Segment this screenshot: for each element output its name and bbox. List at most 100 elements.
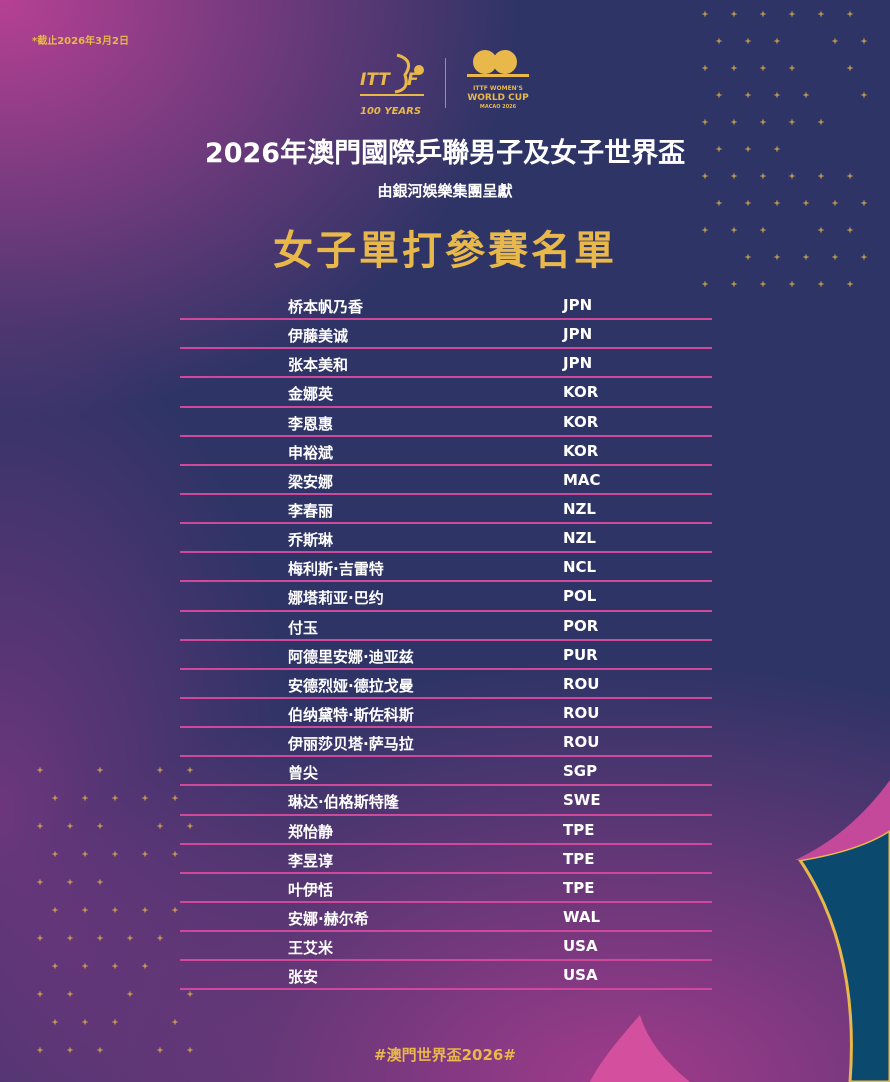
sparkle-icon (127, 935, 134, 942)
player-name: 伊藤美诚 (288, 325, 348, 346)
sparkle-icon (67, 823, 74, 830)
player-name: 阿德里安娜·迪亚兹 (288, 646, 414, 667)
logo-divider (445, 58, 446, 108)
sparkle-icon (803, 92, 810, 99)
svg-text:ITTF WOMEN'S: ITTF WOMEN'S (473, 85, 523, 92)
sparkle-icon (789, 173, 796, 180)
country-code: MAC (563, 471, 601, 489)
ittf-100-years-logo: ITT F 100 YEARS (360, 55, 424, 117)
sparkle-icon (774, 38, 781, 45)
sparkle-icon (847, 11, 854, 18)
country-code: KOR (563, 442, 598, 460)
player-row: 张安 USA (180, 961, 712, 990)
player-row: 曾尖 SGP (180, 757, 712, 786)
country-code: SWE (563, 791, 601, 809)
player-name: 桥本帆乃香 (288, 296, 363, 317)
sparkle-icon (789, 281, 796, 288)
player-name: 伯纳黛特·斯佐科斯 (288, 704, 414, 725)
player-name: 梅利斯·吉雷特 (288, 558, 384, 579)
sparkle-icon (97, 767, 104, 774)
player-row: 伊丽莎贝塔·萨马拉 ROU (180, 728, 712, 757)
sparkle-icon (82, 795, 89, 802)
sparkle-icon (789, 11, 796, 18)
sparkle-icon (67, 935, 74, 942)
country-code: TPE (563, 879, 594, 897)
player-row: 郑怡静 TPE (180, 816, 712, 845)
player-row: 娜塔莉亚·巴约 POL (180, 582, 712, 611)
sparkle-icon (702, 281, 709, 288)
country-code: NZL (563, 529, 596, 547)
sparkle-icon (847, 65, 854, 72)
sparkle-icon (861, 92, 868, 99)
sparkle-icon (67, 879, 74, 886)
country-code: TPE (563, 850, 594, 868)
player-row: 安娜·赫尔希 WAL (180, 903, 712, 932)
womens-singles-title: 女子單打參賽名單 (0, 218, 890, 276)
sparkle-icon (37, 879, 44, 886)
sparkle-icon (760, 119, 767, 126)
sparkle-icon (157, 767, 164, 774)
sparkle-icon (789, 65, 796, 72)
player-row: 李春丽 NZL (180, 495, 712, 524)
sparkle-icon (52, 963, 59, 970)
sparkle-icon (702, 119, 709, 126)
sparkle-icon (702, 11, 709, 18)
logos: ITT F 100 YEARS ITTF WOMEN'S WORLD CUP M… (355, 40, 535, 122)
player-name: 李恩惠 (288, 413, 333, 434)
sparkle-icon (82, 851, 89, 858)
sparkle-icon (142, 963, 149, 970)
player-row: 伯纳黛特·斯佐科斯 ROU (180, 699, 712, 728)
world-cup-logo: ITTF WOMEN'S WORLD CUP MACAO 2026 (467, 50, 529, 110)
country-code: KOR (563, 383, 598, 401)
svg-text:100 YEARS: 100 YEARS (360, 106, 421, 117)
player-row: 李恩惠 KOR (180, 408, 712, 437)
sparkle-icon (37, 767, 44, 774)
sparkle-icon (172, 907, 179, 914)
country-code: WAL (563, 908, 600, 926)
sparkle-icon (157, 935, 164, 942)
sparkle-icon (745, 92, 752, 99)
sparkle-icon (52, 907, 59, 914)
svg-text:F: F (407, 70, 419, 90)
svg-text:ITT: ITT (360, 70, 391, 90)
cutoff-date-note: *截止2026年3月2日 (32, 32, 129, 47)
sparkle-icon (731, 281, 738, 288)
sparkle-icon (760, 65, 767, 72)
player-name: 伊丽莎贝塔·萨马拉 (288, 733, 414, 754)
sparkle-icon (112, 851, 119, 858)
sparkle-icon (37, 935, 44, 942)
sparkle-icon (818, 281, 825, 288)
sparkle-icon (67, 991, 74, 998)
player-name: 娜塔莉亚·巴约 (288, 587, 384, 608)
sparkle-icon (112, 795, 119, 802)
country-code: POL (563, 587, 596, 605)
country-code: PUR (563, 646, 598, 664)
country-code: NZL (563, 500, 596, 518)
sparkle-icon (731, 11, 738, 18)
sparkle-icon (112, 907, 119, 914)
svg-text:MACAO 2026: MACAO 2026 (480, 104, 517, 110)
player-name: 安德烈娅·德拉戈曼 (288, 675, 414, 696)
player-name: 申裕斌 (288, 442, 333, 463)
sparkle-icon (82, 963, 89, 970)
sparkle-icon (847, 281, 854, 288)
player-name: 郑怡静 (288, 821, 333, 842)
sparkle-icon (142, 851, 149, 858)
player-name: 安娜·赫尔希 (288, 908, 369, 929)
event-title: 2026年澳門國際乒聯男子及女子世界盃 (0, 131, 890, 170)
player-name: 曾尖 (288, 762, 318, 783)
player-row: 阿德里安娜·迪亚兹 PUR (180, 641, 712, 670)
player-row: 张本美和 JPN (180, 349, 712, 378)
country-code: TPE (563, 821, 594, 839)
country-code: KOR (563, 413, 598, 431)
sparkle-icon (172, 795, 179, 802)
sparkle-icon (142, 907, 149, 914)
player-name: 李昱谆 (288, 850, 333, 871)
sparkle-icon (82, 907, 89, 914)
sponsor-subtitle: 由銀河娛樂集團呈獻 (0, 180, 890, 201)
player-name: 乔斯琳 (288, 529, 333, 550)
sparkle-icon (832, 38, 839, 45)
country-code: USA (563, 937, 598, 955)
country-code: JPN (563, 354, 592, 372)
sparkle-icon (702, 173, 709, 180)
